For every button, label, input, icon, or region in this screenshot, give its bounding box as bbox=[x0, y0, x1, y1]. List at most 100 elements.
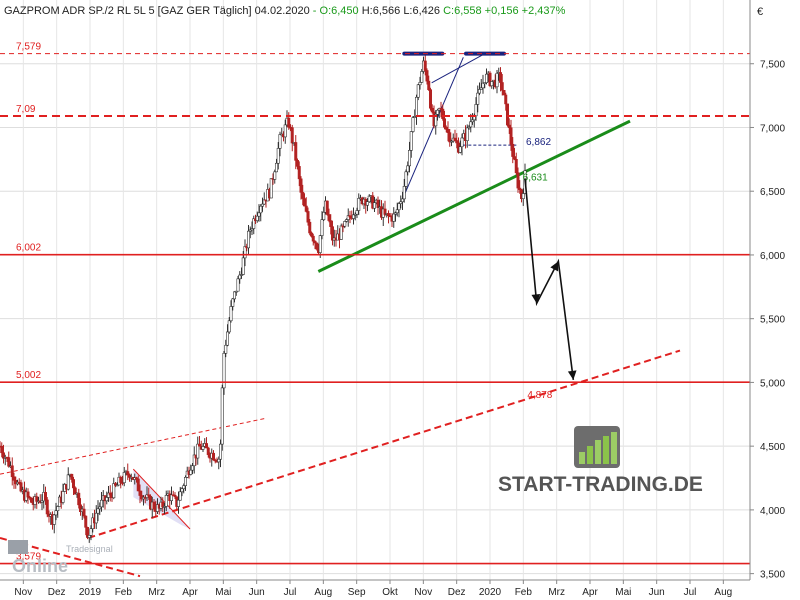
candle-body bbox=[434, 114, 438, 127]
candle-body bbox=[435, 109, 439, 115]
candle-body bbox=[255, 215, 259, 221]
x-tick-label: Jul bbox=[684, 587, 697, 598]
candle-body bbox=[294, 142, 298, 161]
x-tick-label: Sep bbox=[348, 587, 366, 598]
tradesignal-logo: Tradesignal Online bbox=[8, 540, 113, 576]
wedge-upper bbox=[132, 468, 191, 530]
annotation-label: 6,862 bbox=[526, 137, 551, 148]
candle-body bbox=[371, 195, 375, 209]
candle-body bbox=[94, 512, 98, 524]
candle-body bbox=[495, 72, 499, 88]
candle-body bbox=[420, 71, 424, 83]
candle-body bbox=[423, 60, 427, 71]
x-tick-label: Mai bbox=[215, 587, 231, 598]
candle-body bbox=[407, 150, 411, 167]
candle-body bbox=[449, 140, 453, 143]
watermark-text: START-TRADING.DE bbox=[498, 473, 703, 496]
candle-body bbox=[502, 90, 506, 96]
chart-symbol: GAZPROM ADR SP./2 RL 5L 5 [GAZ GER bbox=[4, 5, 210, 17]
candle-body bbox=[91, 517, 95, 529]
candle-body bbox=[383, 208, 387, 215]
candle-body bbox=[444, 126, 448, 130]
x-tick-label: Mrz bbox=[548, 587, 565, 598]
candle-body bbox=[430, 107, 434, 113]
candle-body bbox=[1, 452, 6, 459]
candle-body bbox=[56, 506, 60, 512]
forecast-arrows bbox=[524, 178, 577, 380]
candle-body bbox=[206, 447, 210, 455]
candle-body bbox=[84, 515, 88, 528]
candle-body bbox=[241, 257, 245, 275]
level-label: 5,002 bbox=[16, 370, 41, 381]
candle-body bbox=[287, 117, 291, 128]
candle-body bbox=[302, 198, 306, 207]
candle-body bbox=[220, 387, 224, 445]
candle-body bbox=[511, 143, 515, 157]
chart-high: H:6,566 bbox=[362, 5, 401, 17]
arrowhead bbox=[567, 370, 577, 380]
level-label: 7,09 bbox=[16, 104, 36, 115]
candle-body bbox=[198, 443, 202, 447]
candle-body bbox=[170, 494, 174, 501]
candle-body bbox=[35, 496, 39, 502]
candle-body bbox=[416, 84, 420, 98]
candle-body bbox=[98, 506, 102, 510]
candle-body bbox=[470, 119, 474, 123]
candle-body bbox=[136, 478, 140, 492]
candle-body bbox=[427, 80, 431, 90]
candle-body bbox=[367, 195, 371, 202]
candle-body bbox=[227, 320, 231, 333]
candle-body bbox=[240, 274, 244, 276]
candle-body bbox=[29, 497, 33, 503]
y-tick-label: 4,500 bbox=[760, 442, 785, 453]
candle-body bbox=[313, 240, 317, 244]
candle-body bbox=[290, 127, 294, 144]
candle-body bbox=[301, 192, 305, 199]
candle-body bbox=[54, 510, 58, 516]
candle-body bbox=[222, 352, 226, 389]
candle-body bbox=[521, 193, 525, 199]
watermark-label: START-TRADING.DE bbox=[498, 473, 703, 496]
candle-body bbox=[409, 131, 413, 151]
candle-body bbox=[425, 70, 429, 82]
tradesignal-logo-icon bbox=[8, 540, 28, 554]
candle-body bbox=[318, 235, 322, 253]
watermark: START-TRADING.DE bbox=[498, 426, 703, 496]
candle-body bbox=[212, 452, 216, 461]
annotation-label: 4,878 bbox=[527, 390, 552, 401]
candle-body bbox=[479, 87, 483, 90]
y-tick-label: 6,500 bbox=[760, 187, 785, 198]
x-tick-label: Aug bbox=[714, 587, 732, 598]
x-tick-label: Nov bbox=[14, 587, 32, 598]
candle-body bbox=[73, 487, 77, 495]
candle-body bbox=[226, 331, 230, 346]
candle-body bbox=[402, 186, 406, 200]
candle-body bbox=[343, 221, 347, 227]
x-tick-label: Dez bbox=[448, 587, 466, 598]
candle-body bbox=[325, 200, 329, 215]
candle-body bbox=[201, 446, 205, 450]
candle-body bbox=[295, 160, 299, 167]
candle-body bbox=[72, 479, 76, 489]
candle-body bbox=[446, 129, 450, 133]
y-tick-label: 5,500 bbox=[760, 315, 785, 326]
candle-body bbox=[0, 445, 4, 454]
candle-body bbox=[40, 500, 44, 503]
candle-body bbox=[327, 214, 331, 221]
x-tick-label: Apr bbox=[582, 587, 598, 598]
candle-body bbox=[96, 508, 100, 514]
candle-body bbox=[61, 491, 65, 503]
logo-bar bbox=[587, 446, 593, 464]
forecast-path bbox=[524, 178, 575, 380]
candle-body bbox=[346, 215, 350, 220]
candle-body bbox=[365, 201, 369, 206]
y-axis-panel bbox=[750, 0, 800, 600]
y-tick-label: 7,500 bbox=[760, 60, 785, 71]
level-label: 6,002 bbox=[16, 243, 41, 254]
candle-body bbox=[100, 499, 104, 508]
x-tick-label: Mai bbox=[615, 587, 631, 598]
logo-bar bbox=[611, 432, 617, 464]
candle-body bbox=[231, 298, 235, 307]
annotation-label: 6,631 bbox=[523, 173, 548, 184]
